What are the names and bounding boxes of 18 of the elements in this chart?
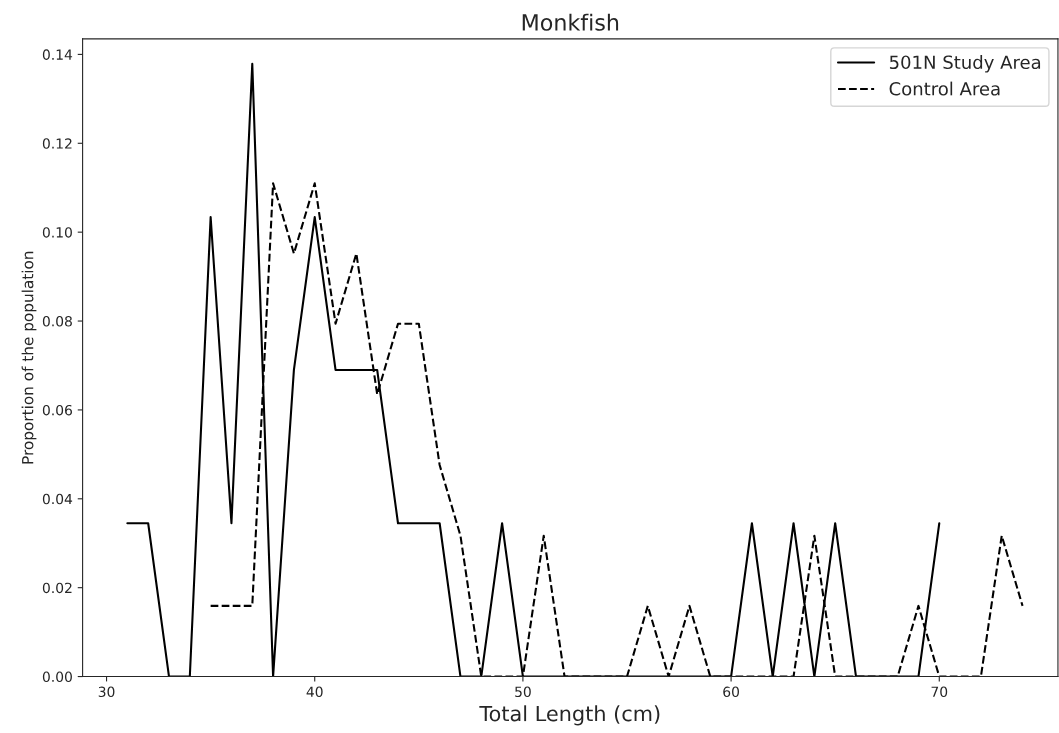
y-tick-label: 0.12	[42, 138, 72, 149]
y-tick-label: 0.14	[42, 49, 73, 60]
legend-label: Control Area	[889, 81, 1000, 96]
y-tick-label: 0.00	[42, 671, 72, 683]
y-tick-label: 0.08	[42, 316, 72, 327]
legend-label: 501N Study Area	[889, 55, 1041, 73]
y-axis-title: Proportion of the population	[21, 251, 37, 464]
chart-title: Monkfish	[522, 13, 619, 31]
x-tick-label: 30	[98, 686, 115, 698]
y-tick-label: 0.06	[42, 404, 73, 416]
x-tick-label: 70	[931, 686, 948, 698]
x-axis-title: Total Length (cm)	[479, 705, 660, 726]
x-tick-label: 60	[723, 686, 740, 698]
x-tick-label: 50	[515, 686, 531, 698]
y-tick-label: 0.10	[42, 227, 72, 238]
x-tick-label: 40	[306, 686, 323, 698]
y-tick-label: 0.02	[42, 582, 72, 594]
y-tick-label: 0.04	[42, 493, 73, 505]
